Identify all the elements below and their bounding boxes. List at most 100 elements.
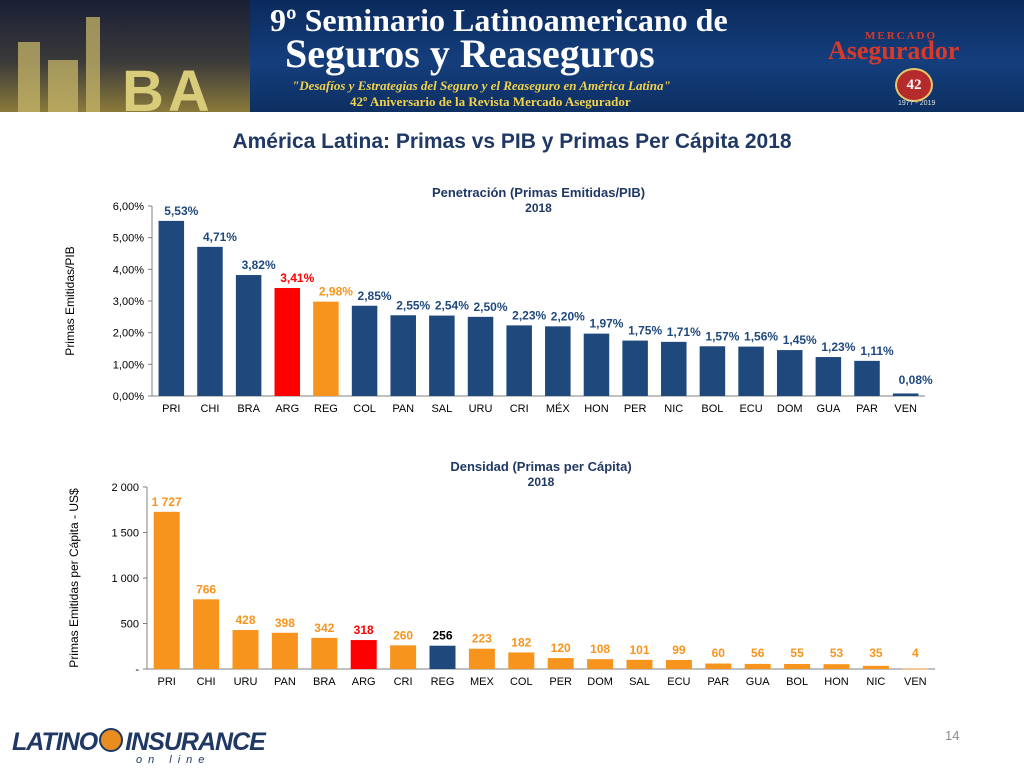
y-axis-label: Primas Emitidas/PIB: [63, 246, 77, 355]
page-number: 14: [945, 728, 960, 743]
seminar-title-line2: Seguros y Reaseguros: [285, 31, 655, 76]
x-tick-label: MEX: [470, 676, 495, 688]
x-tick-label: PAN: [274, 676, 296, 688]
bar: [892, 393, 919, 396]
x-tick-label: ECU: [739, 403, 762, 415]
chart-subtitle: 2018: [525, 201, 552, 215]
logo-right: INSURANCE: [125, 728, 266, 756]
bar: [545, 326, 571, 396]
x-tick-label: BRA: [237, 403, 260, 415]
x-tick-label: HON: [824, 676, 849, 688]
bar: [429, 645, 456, 669]
x-tick-label: ARG: [275, 403, 299, 415]
x-tick-label: MÉX: [546, 402, 571, 415]
data-label: 398: [275, 616, 295, 630]
data-label: 2,23%: [512, 308, 546, 322]
data-label: 260: [393, 628, 413, 642]
logo-left: LATINO: [12, 728, 98, 756]
y-tick-label: 6,00%: [113, 201, 144, 213]
mercado-text: MERCADO: [865, 30, 938, 42]
header-banner: BA 9º Seminario Latinoamericano de Segur…: [0, 0, 1024, 112]
bar: [547, 658, 574, 669]
data-label: 1 727: [152, 495, 182, 509]
seminar-title-line1: 9º Seminario Latinoamericano de: [270, 2, 728, 38]
chart-subtitle: 2018: [528, 475, 555, 489]
bar: [271, 632, 298, 669]
y-tick-label: 3,00%: [113, 296, 144, 308]
data-label: 120: [551, 641, 571, 655]
data-label: 5,53%: [164, 204, 198, 218]
data-label: 99: [672, 643, 686, 657]
bar: [854, 360, 880, 396]
chart-title: Penetración (Primas Emitidas/PIB): [432, 185, 645, 200]
data-label: 182: [511, 635, 531, 649]
x-tick-label: URU: [234, 676, 258, 688]
y-tick-label: 1 500: [111, 528, 139, 540]
x-tick-label: COL: [353, 403, 376, 415]
data-label: 318: [354, 623, 374, 637]
x-tick-label: REG: [431, 676, 455, 688]
bar: [738, 346, 764, 396]
data-label: 2,55%: [396, 298, 430, 312]
x-tick-label: GUA: [816, 403, 841, 415]
x-tick-label: BOL: [786, 676, 808, 688]
x-tick-label: NIC: [664, 403, 683, 415]
badge-years: 1977 - 2019: [898, 100, 936, 107]
data-label: 1,56%: [744, 330, 778, 344]
bar: [197, 246, 223, 396]
bar: [311, 637, 338, 669]
y-tick-label: 1,00%: [113, 359, 144, 371]
bar: [823, 664, 850, 669]
bar: [351, 305, 378, 396]
y-tick-label: -: [135, 664, 139, 676]
bar: [902, 668, 929, 670]
bar: [390, 315, 416, 396]
data-label: 35: [869, 646, 883, 660]
data-label: 2,85%: [358, 289, 392, 303]
bar: [583, 333, 610, 396]
x-tick-label: ECU: [667, 676, 690, 688]
data-label: 223: [472, 632, 492, 646]
y-tick-label: 0,00%: [113, 391, 144, 403]
bar: [508, 652, 535, 669]
x-tick-label: PRI: [162, 403, 180, 415]
bar: [622, 340, 648, 396]
data-label: 1,97%: [589, 317, 623, 331]
y-tick-label: 5,00%: [113, 233, 144, 245]
bar: [661, 341, 687, 396]
data-label: 2,54%: [435, 299, 469, 313]
x-tick-label: COL: [510, 676, 533, 688]
chart-title: Densidad (Primas per Cápita): [450, 459, 631, 474]
bar: [705, 663, 732, 669]
x-tick-label: HON: [584, 403, 609, 415]
data-label: 101: [629, 643, 649, 657]
data-label: 4,71%: [203, 230, 237, 244]
x-tick-label: CHI: [197, 676, 216, 688]
data-label: 428: [235, 613, 255, 627]
x-tick-label: DOM: [587, 676, 613, 688]
data-label: 2,20%: [551, 309, 585, 323]
data-label: 55: [790, 646, 804, 660]
bar: [274, 288, 301, 396]
bar: [193, 599, 220, 669]
bar: [313, 301, 339, 396]
bar: [587, 659, 614, 669]
bar: [665, 659, 692, 669]
bar: [429, 315, 455, 396]
x-tick-label: PER: [624, 403, 647, 415]
y-tick-label: 4,00%: [113, 264, 144, 276]
data-label: 1,57%: [705, 329, 739, 343]
bar: [467, 316, 494, 396]
data-label: 1,11%: [860, 344, 894, 358]
anniversary-text: 42º Aniversario de la Revista Mercado As…: [350, 94, 631, 109]
data-label: 60: [712, 646, 726, 660]
data-label: 3,82%: [242, 258, 276, 272]
x-tick-label: CHI: [200, 403, 219, 415]
x-tick-label: CRI: [394, 676, 413, 688]
penetration-chart: Penetración (Primas Emitidas/PIB)2018 0,0…: [63, 185, 933, 415]
data-label: 766: [196, 582, 216, 596]
x-tick-label: PAN: [392, 403, 414, 415]
data-label: 53: [830, 646, 844, 660]
bar: [153, 511, 180, 669]
y-tick-label: 500: [121, 619, 139, 631]
